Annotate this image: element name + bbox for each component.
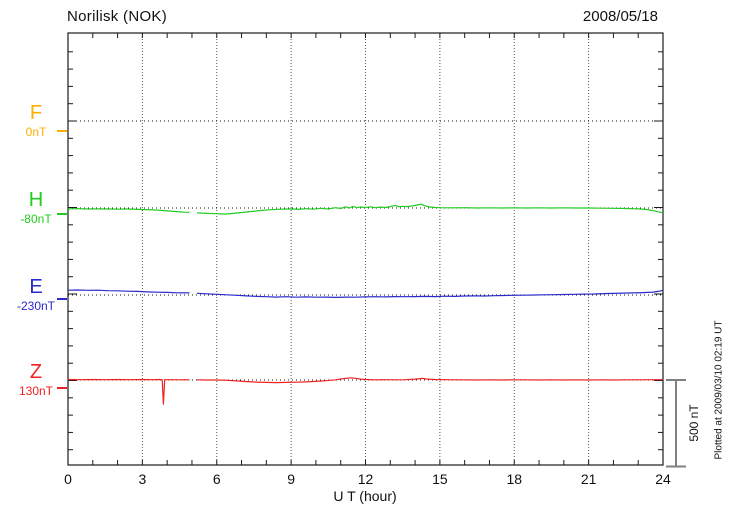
component-label-f: F 0nT (8, 103, 64, 139)
component-baseline-f: 0nT (25, 125, 47, 139)
plot-date: 2008/05/18 (582, 8, 658, 25)
plot-frame (67, 32, 664, 466)
component-label-h: H -80nT (8, 190, 64, 226)
component-letter-f: F (29, 102, 43, 124)
x-tick-label: 3 (138, 471, 147, 487)
x-tick-label: 18 (506, 471, 523, 487)
scale-bar-label: 500 nT (687, 404, 701, 442)
trace-z (67, 378, 190, 405)
x-tick-label: 21 (580, 471, 597, 487)
x-axis-title: U T (hour) (333, 488, 397, 504)
x-tick-label: 9 (287, 471, 296, 487)
station-title: Norilisk (NOK) (67, 8, 168, 25)
trace-e (67, 289, 190, 294)
trace-e (196, 289, 664, 298)
x-tick-label: 15 (432, 471, 448, 487)
component-letter-h: H (28, 189, 44, 211)
component-baseline-z: 130nT (18, 384, 54, 398)
x-tick-label: 0 (64, 471, 72, 487)
component-label-e: E -230nT (8, 277, 64, 313)
plotted-at-note: Plotted at 2009/03/10 02:19 UT (713, 320, 725, 460)
x-tick-label: 24 (655, 471, 671, 487)
component-letter-z: Z (29, 361, 43, 383)
x-tick-label: 12 (357, 471, 374, 487)
component-label-z: Z 130nT (8, 362, 64, 398)
component-letter-e: E (29, 276, 43, 298)
x-tick-label: 6 (212, 471, 221, 487)
component-baseline-h: -80nT (20, 212, 52, 226)
trace-h (67, 208, 190, 213)
trace-h (196, 203, 664, 215)
trace-z (196, 377, 663, 384)
component-baseline-e: -230nT (16, 299, 56, 313)
